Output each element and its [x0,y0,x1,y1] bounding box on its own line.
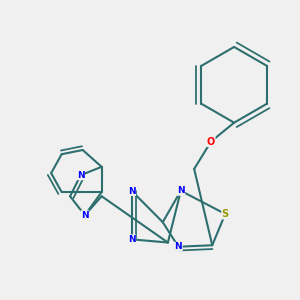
Text: N: N [77,171,84,180]
Text: N: N [175,242,182,251]
Text: S: S [222,209,229,219]
Text: N: N [177,186,184,195]
Text: N: N [81,211,88,220]
Text: N: N [128,187,136,196]
Text: O: O [207,136,215,147]
Text: N: N [128,235,136,244]
